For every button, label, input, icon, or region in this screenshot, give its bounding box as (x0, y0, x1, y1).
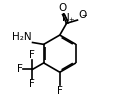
Text: N: N (62, 13, 69, 23)
Text: F: F (29, 79, 35, 89)
Text: +: + (68, 17, 73, 23)
Text: F: F (17, 64, 22, 74)
Text: −: − (81, 13, 86, 19)
Text: H₂N: H₂N (12, 32, 32, 42)
Text: O: O (58, 3, 66, 13)
Text: F: F (29, 50, 35, 60)
Text: F: F (56, 86, 62, 96)
Text: O: O (78, 10, 86, 20)
